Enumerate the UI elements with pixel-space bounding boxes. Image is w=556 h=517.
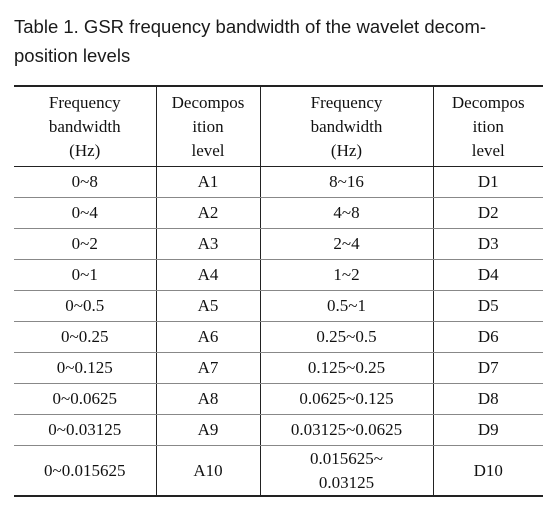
detail-bandwidth-cell: 0.0625~0.125	[259, 383, 433, 415]
detail-level-cell: D6	[432, 321, 543, 353]
approx-bandwidth-cell: 0~0.0625	[14, 383, 156, 415]
detail-bandwidth-cell: 8~16	[259, 166, 433, 198]
approx-level-cell: A8	[155, 383, 260, 415]
detail-bandwidth-cell: 4~8	[259, 197, 433, 229]
detail-bandwidth-cell: 2~4	[259, 228, 433, 260]
header-decomposition-level-approx: Decompos ition level	[155, 86, 260, 167]
approx-level-cell: A10	[155, 445, 260, 496]
table-caption: Table 1. GSR frequency bandwidth of the …	[14, 16, 487, 66]
detail-level-cell: D2	[432, 197, 543, 229]
approx-level-cell: A6	[155, 321, 260, 353]
approx-level-cell: A5	[155, 290, 260, 322]
approx-level-cell: A3	[155, 228, 260, 260]
table-row: 0~4 A2 4~8 D2	[14, 197, 543, 229]
approx-bandwidth-cell: 0~8	[14, 166, 156, 198]
detail-bandwidth-cell: 0.125~0.25	[259, 352, 433, 384]
approx-bandwidth-cell: 0~0.25	[14, 321, 156, 353]
table-row: 0~1 A4 1~2 D4	[14, 259, 543, 291]
table-row: 0~0.125 A7 0.125~0.25 D7	[14, 352, 543, 384]
approx-level-cell: A1	[155, 166, 260, 198]
approx-bandwidth-cell: 0~0.125	[14, 352, 156, 384]
table-row: 0~0.015625 A10 0.015625~ 0.03125 D10	[14, 445, 543, 496]
detail-bandwidth-cell: 0.015625~ 0.03125	[259, 445, 433, 496]
detail-level-cell: D8	[432, 383, 543, 415]
approx-bandwidth-cell: 0~0.015625	[44, 460, 126, 480]
detail-level-cell: D4	[432, 259, 543, 291]
detail-bandwidth-cell: 0.25~0.5	[259, 321, 433, 353]
approx-level-cell: A7	[155, 352, 260, 384]
table-row: 0~0.03125 A9 0.03125~0.0625 D9	[14, 414, 543, 446]
detail-level-cell: D10	[432, 445, 543, 496]
approx-level-cell: A4	[155, 259, 260, 291]
detail-level-cell: D9	[432, 414, 543, 446]
detail-bandwidth-cell: 1~2	[259, 259, 433, 291]
approx-level-cell: A2	[155, 197, 260, 229]
table-row: 0~0.0625 A8 0.0625~0.125 D8	[14, 383, 543, 415]
approx-level-cell: A9	[155, 414, 260, 446]
approx-bandwidth-cell: 0~1	[14, 259, 156, 291]
detail-bandwidth-cell: 0.03125~0.0625	[259, 414, 433, 446]
detail-level-cell: D7	[432, 352, 543, 384]
approx-bandwidth-cell: 0~2	[14, 228, 156, 260]
table-row: 0~8 A1 8~16 D1	[14, 166, 543, 198]
detail-level-cell: D3	[432, 228, 543, 260]
approx-bandwidth-cell: 0~0.03125	[14, 414, 156, 446]
header-decomposition-level-detail: Decompos ition level	[432, 86, 543, 167]
table-row: 0~0.25 A6 0.25~0.5 D6	[14, 321, 543, 353]
detail-bandwidth-cell: 0.5~1	[259, 290, 433, 322]
table-header-row: Frequency bandwidth (Hz) Decompos ition …	[14, 86, 543, 167]
approx-bandwidth-cell: 0~0.5	[14, 290, 156, 322]
detail-level-cell: D5	[432, 290, 543, 322]
table-row: 0~2 A3 2~4 D3	[14, 228, 543, 260]
detail-level-cell: D1	[432, 166, 543, 198]
gsr-bandwidth-table: Frequency bandwidth (Hz) Decompos ition …	[14, 85, 543, 497]
table-row: 0~0.5 A5 0.5~1 D5	[14, 290, 543, 322]
approx-bandwidth-cell: 0~4	[14, 197, 156, 229]
header-frequency-bandwidth-approx: Frequency bandwidth (Hz)	[14, 86, 156, 167]
header-frequency-bandwidth-detail: Frequency bandwidth (Hz)	[259, 86, 433, 167]
